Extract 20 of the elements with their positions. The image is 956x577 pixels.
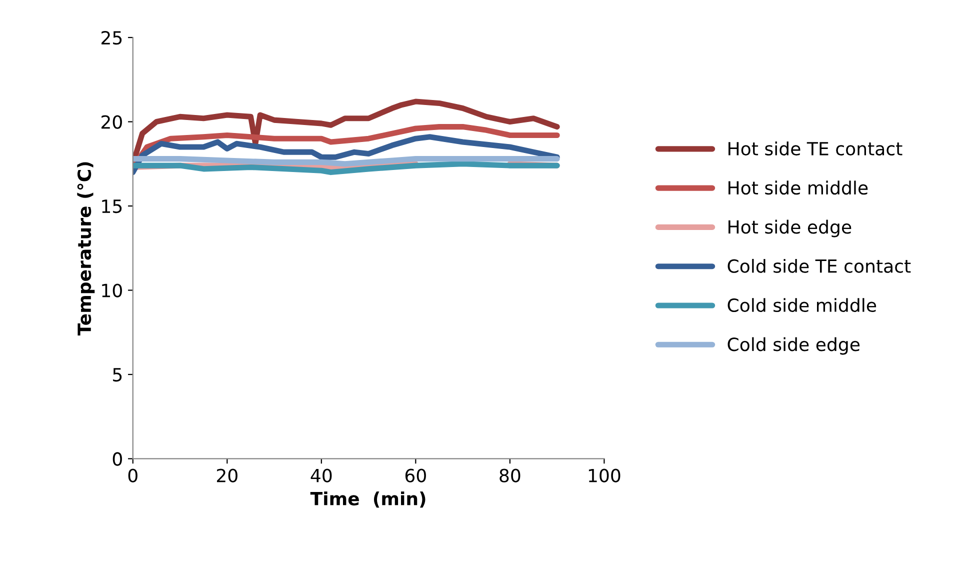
y-tick-label: 5 (113, 368, 122, 382)
x-tick-label: 0 (128, 468, 138, 482)
y-axis-title: Temperature (°C) (77, 162, 95, 336)
y-tick-label: 0 (112, 452, 122, 466)
x-tick-label: 60 (405, 468, 426, 482)
legend-label: Hot side middle (728, 180, 868, 195)
legend-label: Cold side TE contact (728, 258, 911, 273)
legend-label: Hot side TE contact (728, 142, 902, 156)
y-tick-label: 10 (102, 284, 122, 298)
legend-label: Cold side edge (728, 337, 860, 355)
x-tick-label: 40 (310, 468, 332, 482)
x-tick-label: 80 (500, 468, 520, 482)
x-tick-label: 20 (216, 468, 238, 482)
legend-label: Hot side edge (728, 220, 852, 238)
y-tick-label: 15 (102, 200, 122, 214)
x-axis-title: Time (min) (310, 491, 426, 508)
x-tick-label: 100 (588, 468, 620, 482)
y-tick-label: 25 (102, 30, 122, 45)
y-tick-label: 20 (102, 115, 122, 129)
legend-label: Cold side middle (728, 298, 876, 312)
